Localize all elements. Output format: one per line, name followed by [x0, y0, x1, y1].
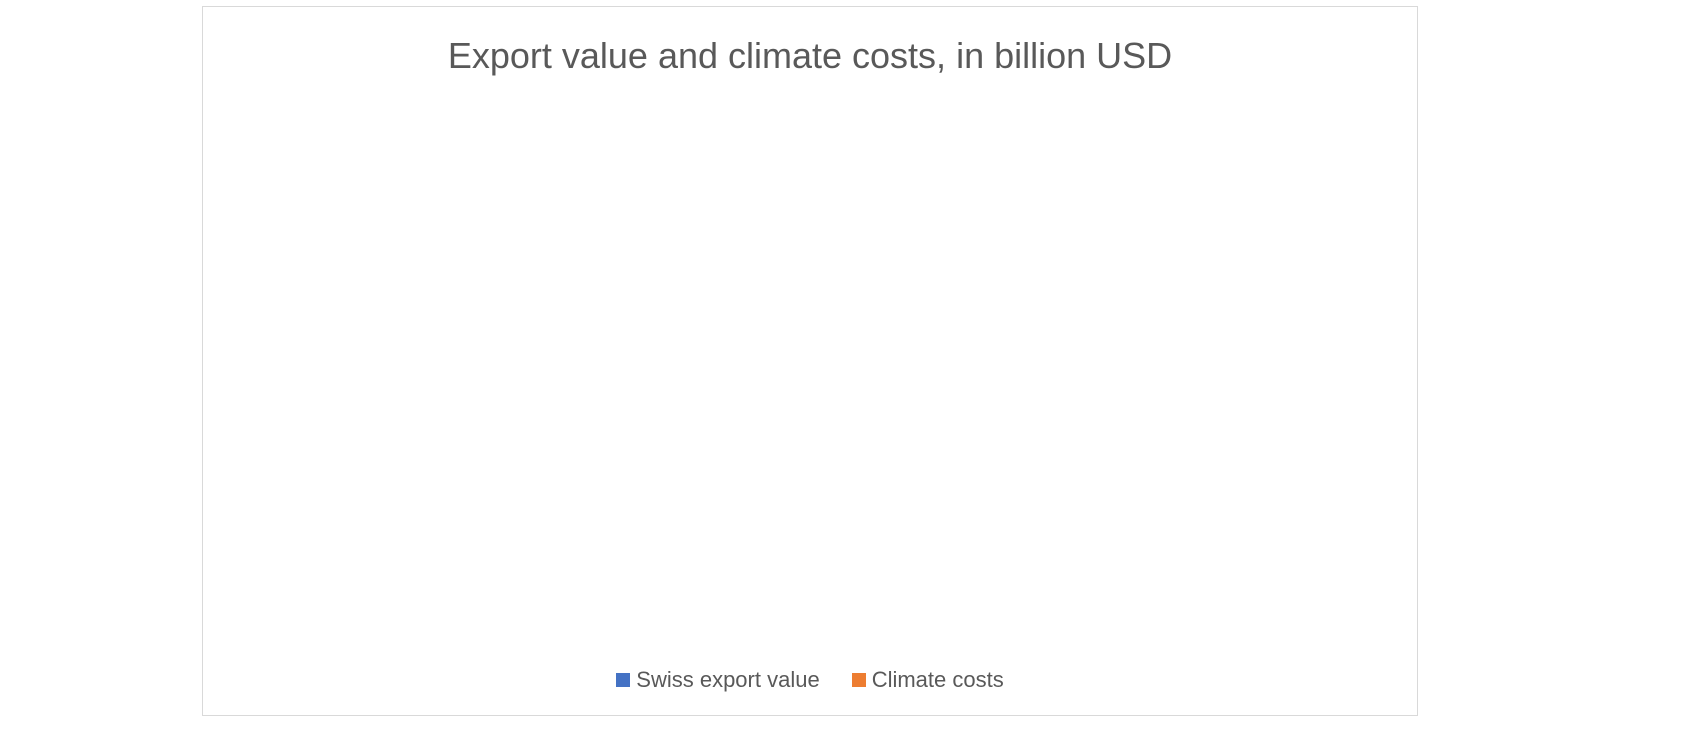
legend-item-swiss-export: Swiss export value	[616, 667, 820, 693]
chart-area: Export value and climate costs, in billi…	[202, 6, 1418, 716]
legend-item-climate-costs: Climate costs	[851, 667, 1004, 693]
legend-label-swiss-export: Swiss export value	[636, 667, 820, 692]
legend-swatch-climate-costs	[851, 673, 866, 687]
chart-title: Export value and climate costs, in billi…	[447, 35, 1173, 76]
legend-swatch-swiss-export	[616, 673, 631, 687]
legend: Swiss export value Climate costs	[203, 667, 1417, 693]
legend-label-climate-costs: Climate costs	[871, 667, 1004, 692]
